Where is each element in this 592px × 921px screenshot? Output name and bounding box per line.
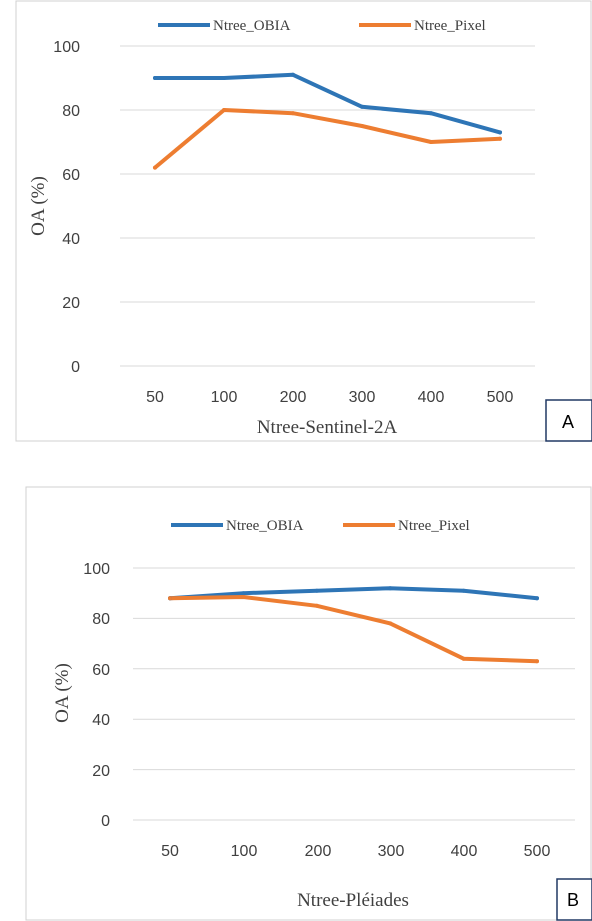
x-tick-label: 50: [161, 843, 179, 860]
y-axis-title: OA (%): [28, 176, 49, 236]
data-point-obia-500: [498, 130, 502, 135]
y-axis-title: OA (%): [52, 663, 73, 723]
panel-label-box: [556, 878, 592, 921]
data-points-a: [153, 72, 502, 170]
series-line-obia: [153, 72, 502, 135]
legend: Ntree_OBIA Ntree_Pixel: [171, 518, 470, 534]
y-tick-label: 0: [71, 359, 80, 376]
data-point-pixel-100: [222, 108, 226, 112]
data-point-obia-50: [153, 76, 157, 80]
panel-label: A: [562, 412, 574, 432]
data-point-pixel-200: [314, 603, 319, 608]
chart-panel-a: Ntree_OBIA Ntree_Pixel 100 80 60 40 20 0…: [15, 0, 592, 442]
data-point-pixel-500: [535, 659, 539, 664]
data-point-obia-100: [241, 591, 246, 596]
data-point-obia-400: [461, 588, 466, 593]
panel-label-box: [545, 399, 592, 442]
y-tick-label: 100: [83, 561, 110, 578]
legend-label-pixel: Ntree_Pixel: [414, 18, 486, 34]
series-lines: [168, 586, 539, 664]
x-tick-label: 300: [378, 843, 405, 860]
series-line-obia: [168, 586, 539, 601]
y-tick-label: 80: [62, 103, 80, 120]
data-points-b: [168, 586, 539, 664]
data-point-obia-300: [388, 586, 393, 591]
data-point-pixel-300: [388, 621, 393, 626]
data-point-obia-500: [535, 596, 539, 601]
chart-panel-b: Ntree_OBIA Ntree_Pixel 100 80 60 40 20 0…: [25, 486, 592, 921]
data-point-obia-200: [314, 588, 319, 593]
y-tick-labels: 100 80 60 40 20 0: [83, 561, 110, 830]
y-tick-label: 60: [62, 167, 80, 184]
x-axis-title: Ntree-Pléiades: [297, 890, 409, 911]
y-tick-label: 80: [92, 611, 110, 628]
chart-frame: [15, 0, 592, 442]
x-tick-label: 400: [451, 843, 478, 860]
data-point-pixel-100: [241, 595, 246, 599]
y-tick-label: 40: [92, 712, 110, 729]
x-tick-label: 100: [231, 843, 258, 860]
x-tick-label: 100: [211, 389, 238, 406]
legend-label-pixel: Ntree_Pixel: [398, 518, 470, 534]
x-tick-label: 200: [305, 843, 332, 860]
x-tick-label: 400: [418, 389, 445, 406]
data-point-obia-200: [291, 72, 295, 77]
data-point-pixel-400: [461, 656, 466, 661]
legend: Ntree_OBIA Ntree_Pixel: [158, 18, 486, 34]
data-point-pixel-200: [291, 111, 295, 116]
series-line-pixel: [168, 595, 539, 664]
x-tick-label: 500: [524, 843, 551, 860]
y-tick-label: 60: [92, 662, 110, 679]
y-tick-label: 20: [92, 763, 110, 780]
x-tick-labels: 50 100 200 300 400 500: [161, 843, 550, 860]
chart-frame: [25, 486, 592, 921]
x-axis-title: Ntree-Sentinel-2A: [257, 417, 398, 438]
y-tick-label: 0: [101, 813, 110, 830]
y-tick-label: 100: [53, 39, 80, 56]
data-point-pixel-50: [168, 596, 172, 601]
gridlines: [133, 567, 575, 821]
x-tick-label: 300: [349, 389, 376, 406]
legend-label-obia: Ntree_OBIA: [226, 518, 304, 534]
data-point-pixel-50: [153, 165, 157, 170]
x-tick-label: 200: [280, 389, 307, 406]
data-point-pixel-300: [360, 124, 364, 128]
data-point-obia-400: [429, 111, 433, 116]
data-point-obia-100: [222, 76, 226, 80]
x-tick-label: 50: [146, 389, 164, 406]
series-lines: [153, 72, 502, 170]
panel-label: B: [567, 890, 579, 910]
x-tick-labels: 50 100 200 300 400 500: [146, 389, 513, 406]
data-point-pixel-500: [498, 136, 502, 141]
gridlines: [120, 45, 535, 367]
x-tick-label: 500: [487, 389, 514, 406]
data-point-pixel-400: [429, 140, 433, 144]
legend-label-obia: Ntree_OBIA: [213, 18, 291, 34]
series-line-pixel: [153, 108, 502, 170]
y-tick-labels: 100 80 60 40 20 0: [53, 39, 80, 376]
y-tick-label: 20: [62, 295, 80, 312]
data-point-obia-300: [360, 104, 364, 109]
y-tick-label: 40: [62, 231, 80, 248]
